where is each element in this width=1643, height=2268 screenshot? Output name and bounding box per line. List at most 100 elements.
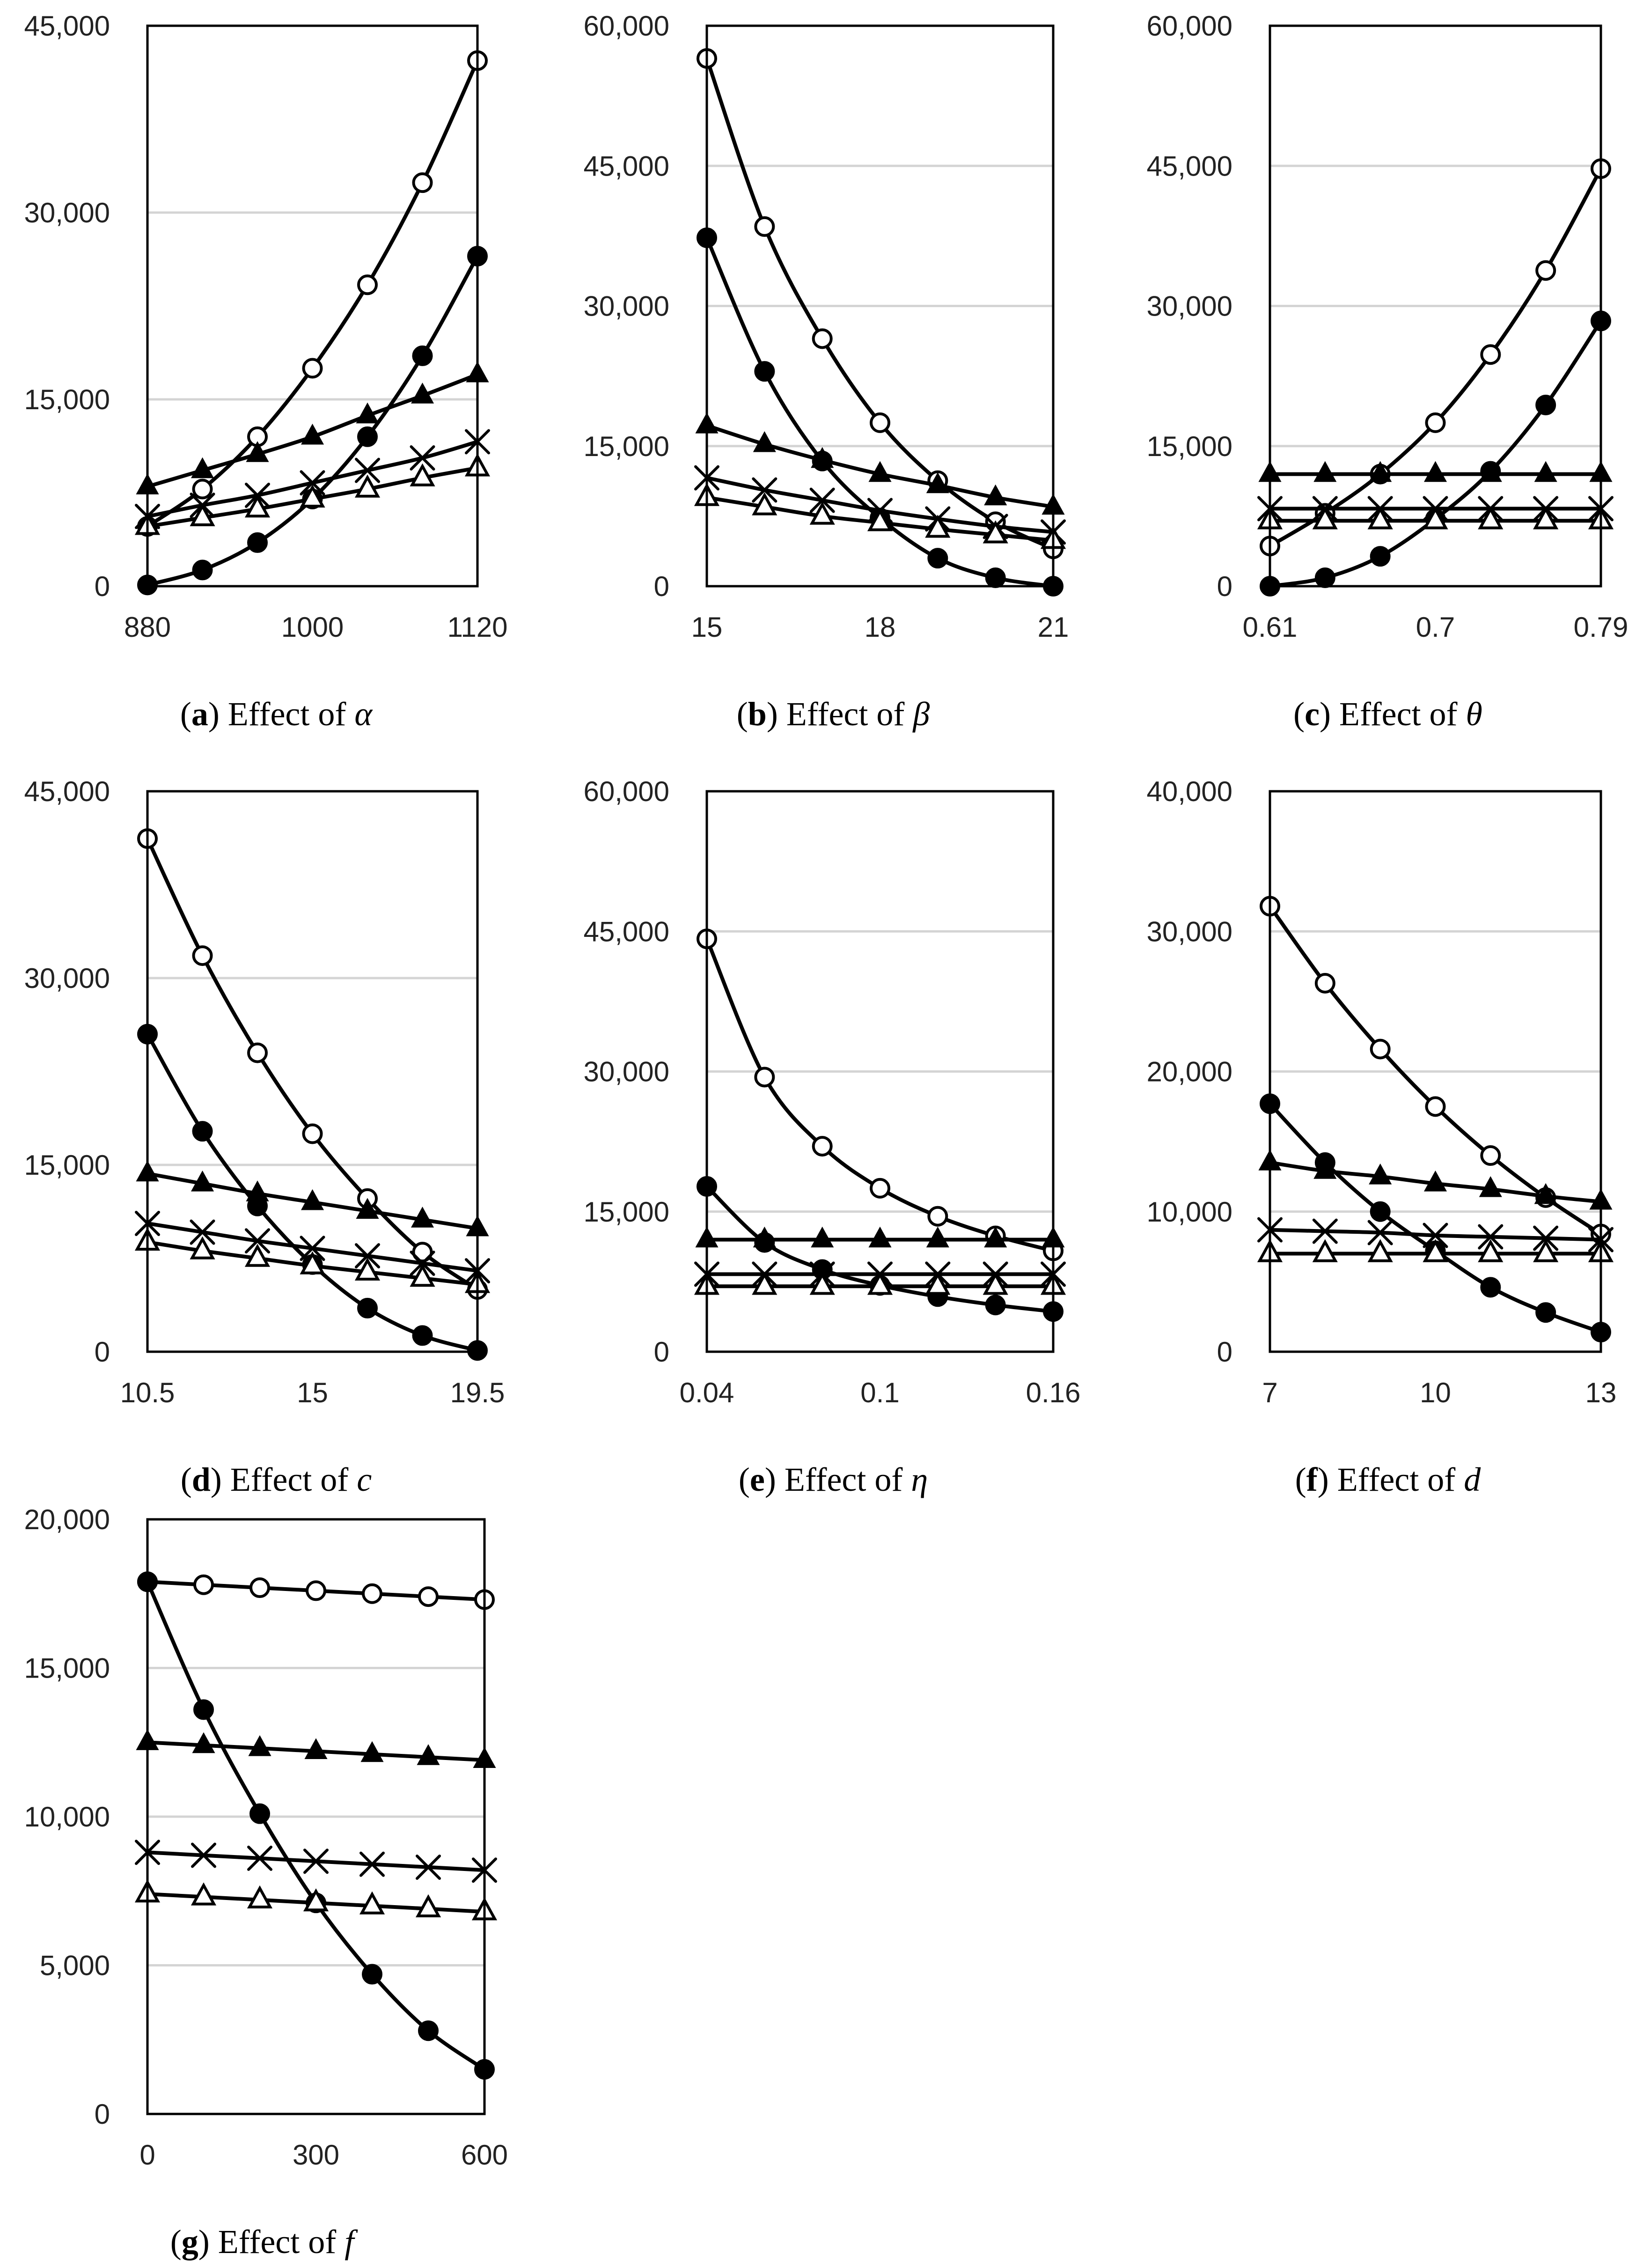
data-point-filled-triangle [1313, 461, 1337, 482]
plot-frame [1269, 790, 1602, 1353]
x-tick-label: 15 [691, 611, 723, 643]
data-point-filled-triangle [304, 1738, 328, 1759]
data-point-filled-circle [247, 532, 268, 553]
data-point-open-triangle [1533, 506, 1559, 530]
data-point-filled-circle [192, 1121, 213, 1142]
data-point-cross [416, 1854, 441, 1880]
data-point-open-circle [1480, 1145, 1501, 1166]
data-point-open-circle [412, 172, 433, 193]
data-point-filled-circle [1370, 546, 1391, 567]
data-point-filled-triangle [248, 1735, 271, 1756]
data-point-filled-circle [1314, 567, 1335, 589]
data-point-filled-triangle [753, 1226, 776, 1248]
y-tick-label: 10,000 [24, 1801, 110, 1833]
data-point-open-triangle [983, 1272, 1008, 1295]
data-point-filled-triangle [411, 1207, 434, 1228]
y-tick-label: 30,000 [24, 963, 110, 994]
data-point-filled-triangle [868, 461, 892, 482]
y-tick-label: 15,000 [1146, 431, 1232, 462]
caption-text: ) Effect of [1320, 695, 1466, 733]
data-point-open-circle [1480, 344, 1501, 365]
caption-letter: c [1305, 695, 1320, 733]
data-point-filled-circle [418, 2020, 439, 2041]
x-tick-label: 0.7 [1416, 611, 1455, 643]
data-point-cross [300, 1236, 325, 1261]
data-point-open-circle [1314, 972, 1335, 994]
y-tick-label: 45,000 [1146, 150, 1232, 182]
data-point-filled-triangle [246, 441, 269, 462]
y-tick-label: 15,000 [583, 431, 669, 462]
panel-caption: (d) Effect of c [181, 1461, 372, 1498]
y-tick-label: 15,000 [583, 1196, 669, 1228]
data-point-open-triangle [809, 1272, 835, 1295]
data-point-filled-triangle [1369, 1163, 1392, 1185]
data-point-open-triangle [247, 1885, 273, 1908]
data-point-open-triangle [1478, 506, 1504, 530]
data-point-cross [355, 457, 380, 483]
data-point-filled-triangle [1313, 1158, 1337, 1179]
y-tick-label: 60,000 [1146, 10, 1232, 42]
caption-letter: e [750, 1461, 765, 1498]
data-point-cross [190, 1219, 215, 1245]
data-point-open-circle [412, 1242, 433, 1263]
caption-paren: ( [181, 1461, 192, 1498]
data-point-filled-triangle [1534, 1183, 1557, 1204]
caption-symbol: c [357, 1461, 372, 1498]
data-point-open-triangle [867, 1272, 893, 1295]
y-tick-label: 0 [654, 1336, 669, 1368]
data-point-open-triangle [300, 1251, 325, 1274]
data-point-open-triangle [303, 1888, 329, 1912]
data-point-cross [1367, 1220, 1393, 1245]
caption-text: ) Effect of [208, 695, 355, 733]
x-tick-label: 0.1 [860, 1377, 899, 1408]
x-tick-label: 10.5 [120, 1377, 175, 1408]
caption-paren: ( [739, 1461, 750, 1498]
data-point-open-circle [192, 479, 213, 500]
series-line-open-circle [1269, 168, 1603, 548]
data-point-open-circle [362, 1583, 382, 1604]
data-point-filled-triangle [356, 402, 379, 424]
data-point-filled-circle [985, 567, 1006, 589]
y-tick-label: 40,000 [1146, 776, 1232, 807]
data-point-cross [1312, 1218, 1338, 1244]
data-point-filled-circle [1535, 1302, 1556, 1323]
plot-frame [146, 790, 479, 1353]
caption-paren: ( [170, 2223, 182, 2261]
data-point-filled-triangle [926, 472, 949, 493]
data-point-open-circle [1425, 412, 1446, 433]
data-point-open-circle [192, 945, 213, 966]
caption-letter: a [191, 695, 208, 733]
data-point-open-circle [302, 1123, 323, 1144]
panel-caption: (a) Effect of α [180, 695, 373, 733]
caption-symbol: d [1464, 1461, 1481, 1498]
data-point-filled-triangle [984, 484, 1007, 506]
y-tick-label: 0 [95, 2099, 110, 2130]
panel-caption: (f) Effect of d [1295, 1461, 1481, 1498]
data-point-open-triangle [410, 1264, 435, 1287]
caption-paren: ( [737, 695, 748, 733]
data-point-open-triangle [190, 1236, 215, 1259]
data-point-filled-triangle [417, 1744, 440, 1765]
y-tick-label: 30,000 [583, 291, 669, 322]
data-point-cross [247, 1845, 272, 1871]
plot-frame [705, 790, 1055, 1353]
data-point-open-triangle [925, 1272, 951, 1295]
x-tick-label: 1000 [281, 611, 344, 643]
data-point-open-triangle [1533, 1239, 1559, 1262]
data-point-filled-circle [249, 1803, 270, 1824]
plot-frame [146, 24, 479, 588]
data-point-filled-triangle [1479, 1176, 1502, 1197]
data-point-filled-triangle [984, 1226, 1007, 1248]
data-point-open-triangle [354, 1257, 381, 1281]
caption-text: ) Effect of [765, 1461, 911, 1498]
data-point-cross [1423, 1222, 1448, 1248]
data-point-open-circle [870, 1178, 890, 1199]
chart-panel-d: 0 15,000 30,000 45,000 10.5 15 19.5 (d) Effect … [24, 776, 505, 1498]
data-point-filled-triangle [1423, 1170, 1447, 1192]
data-point-filled-triangle [246, 1180, 269, 1201]
panel-caption: (g) Effect of f [170, 2223, 359, 2261]
chart-panel-e: 0 15,000 30,000 45,000 60,000 0.04 0.1 0.16 (e) … [583, 776, 1080, 1498]
data-point-open-circle [812, 1136, 833, 1157]
y-tick-label: 0 [1217, 571, 1232, 602]
caption-paren: ( [1293, 695, 1305, 733]
